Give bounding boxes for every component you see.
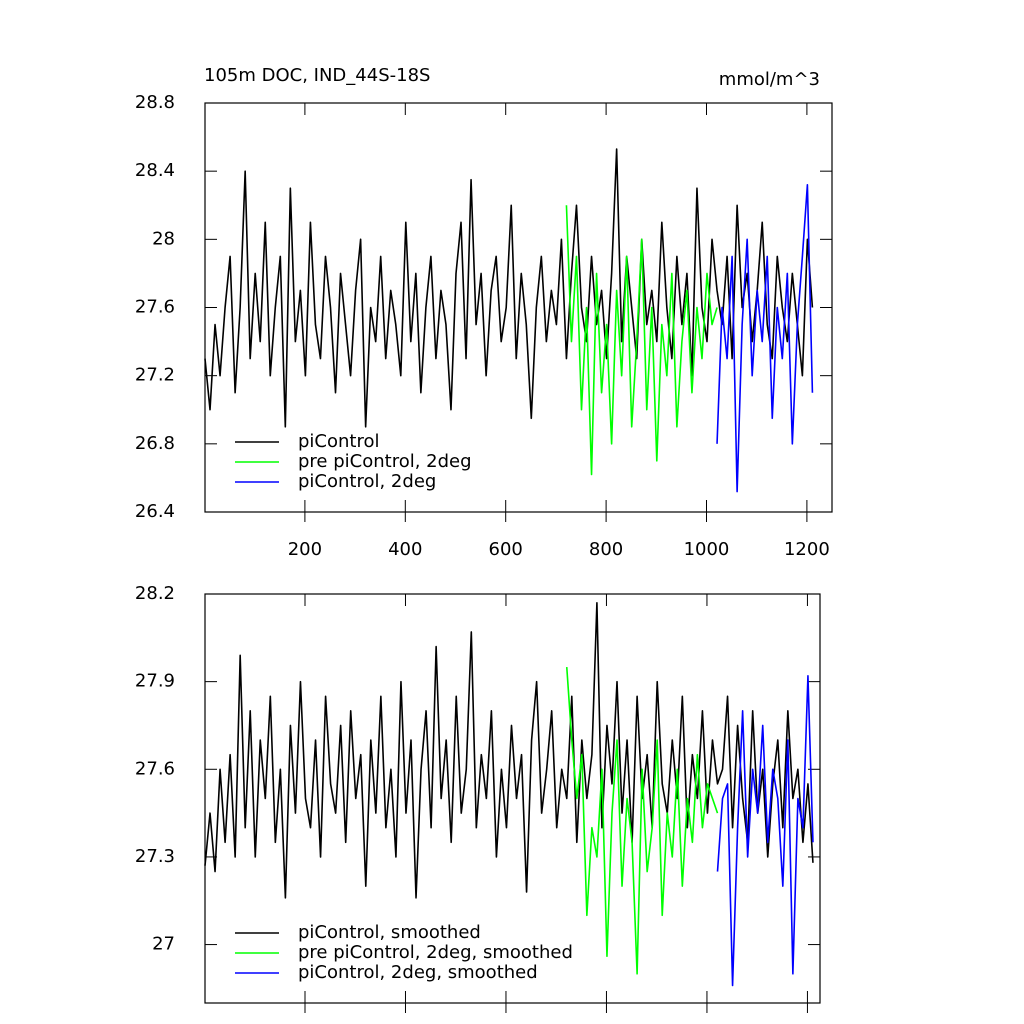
legend-label: piControl, 2deg, smoothed (298, 962, 538, 983)
y-tick-label: 27.3 (135, 846, 175, 867)
y-tick-label: 27.2 (135, 365, 175, 386)
plot-frame (204, 593, 821, 1004)
x-tick-label: 800 (589, 539, 623, 560)
series-line (565, 666, 719, 975)
chart-title: 105m DOC, IND_44S-18S (204, 65, 430, 86)
series-line (565, 205, 718, 476)
y-tick-label: 27 (152, 934, 175, 955)
legend-label: piControl, 2deg (298, 471, 436, 492)
series-line (204, 601, 814, 899)
legend-label: piControl (298, 431, 380, 452)
series-line (716, 184, 814, 493)
x-tick-label: 400 (388, 539, 422, 560)
y-tick-label: 27.6 (135, 297, 175, 318)
y-tick-label: 28 (152, 228, 175, 249)
y-tick-label: 28.8 (135, 92, 175, 113)
y-tick-label: 28.2 (135, 583, 175, 604)
x-tick-label: 1200 (784, 539, 830, 560)
legend-label: pre piControl, 2deg, smoothed (298, 942, 573, 963)
series-line (716, 675, 814, 987)
legend-label: piControl, smoothed (298, 922, 481, 943)
y-tick-label: 26.8 (135, 433, 175, 454)
x-tick-label: 200 (288, 539, 322, 560)
y-tick-label: 26.4 (135, 501, 175, 522)
x-tick-label: 1000 (684, 539, 730, 560)
y-tick-label: 28.4 (135, 160, 175, 181)
y-tick-label: 27.6 (135, 758, 175, 779)
y-units: mmol/m^3 (719, 69, 820, 90)
series-line (204, 148, 814, 428)
x-tick-label: 600 (489, 539, 523, 560)
y-tick-label: 27.9 (135, 671, 175, 692)
legend-label: pre piControl, 2deg (298, 451, 472, 472)
